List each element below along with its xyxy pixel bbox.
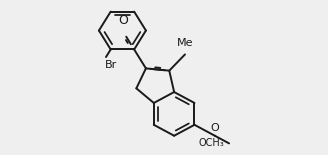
Text: O: O (118, 14, 128, 27)
Text: Br: Br (104, 60, 117, 70)
Text: Me: Me (177, 38, 193, 48)
Text: OCH₃: OCH₃ (199, 138, 224, 148)
Text: O: O (211, 123, 219, 133)
